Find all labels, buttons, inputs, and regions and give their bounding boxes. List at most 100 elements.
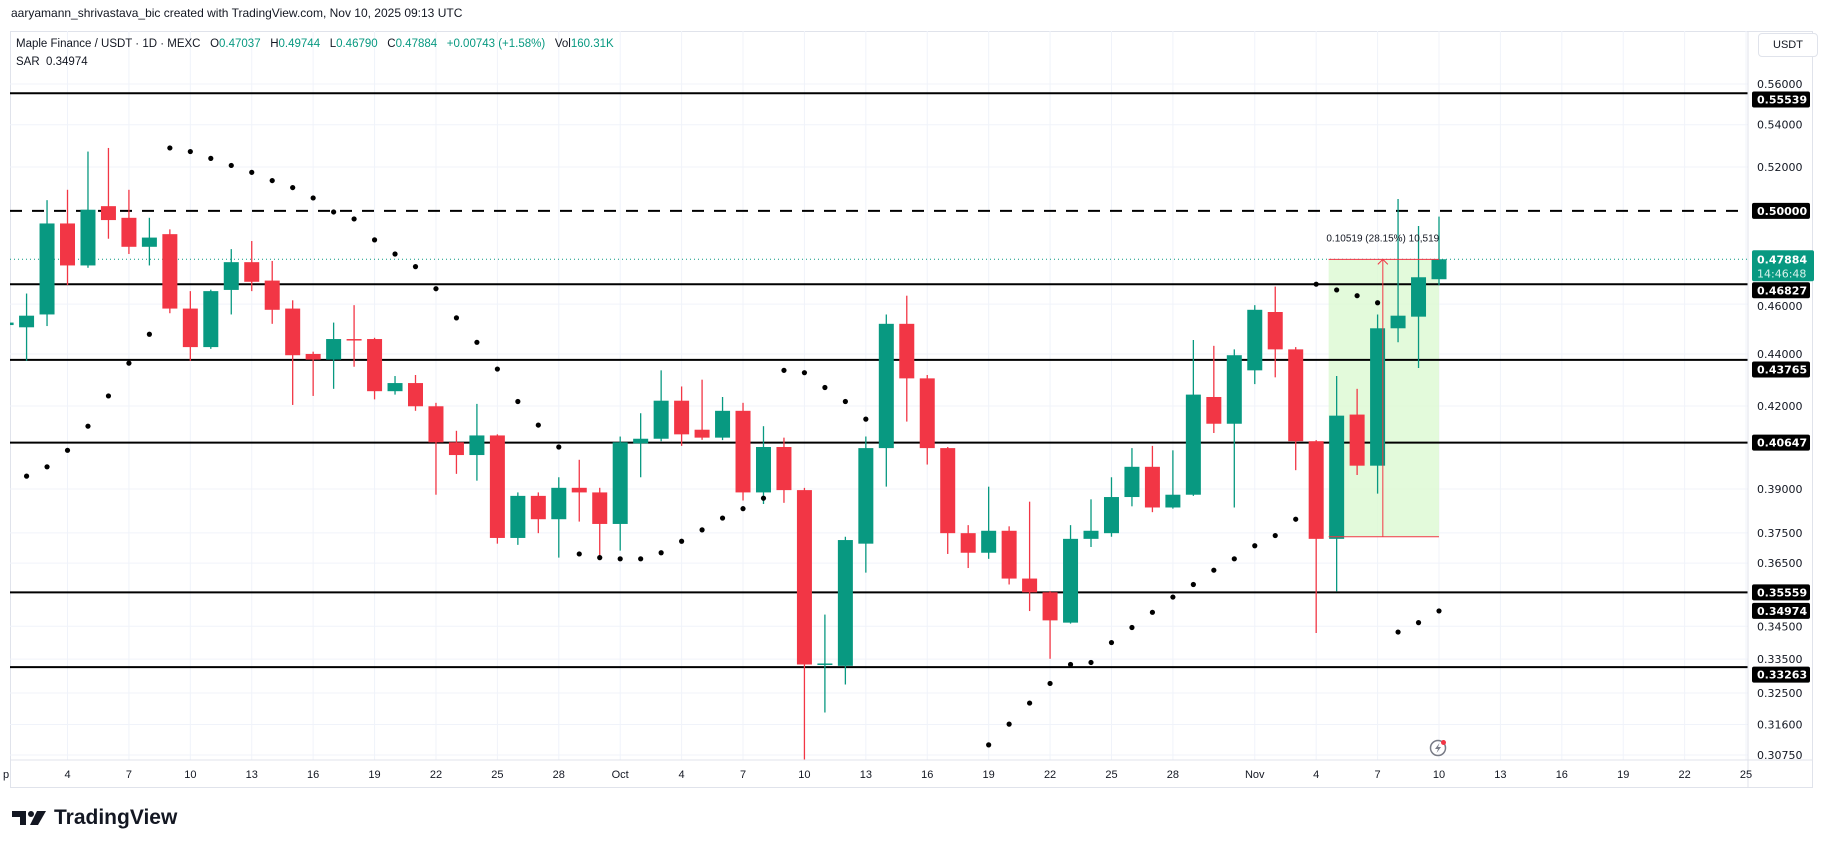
sar-dot (863, 416, 869, 422)
candle-body (1329, 415, 1345, 539)
candle-body (1411, 277, 1427, 317)
candle-body (326, 339, 342, 360)
candle (571, 459, 587, 522)
symbol-title[interactable]: Maple Finance / USDT · 1D · MEXC (16, 38, 201, 50)
sar-dot (556, 444, 562, 450)
candle-body (428, 406, 444, 443)
candle (121, 189, 137, 254)
candle-body (981, 530, 997, 553)
tradingview-logo-icon (12, 811, 46, 825)
candle-body (817, 663, 833, 665)
candle-body (592, 492, 608, 524)
candle-body (837, 540, 853, 666)
lightning-icon[interactable] (1429, 739, 1447, 757)
candle (1144, 445, 1160, 513)
open-value: 0.47037 (219, 38, 261, 50)
sar-dot (1374, 300, 1381, 306)
candle (1103, 477, 1119, 537)
time-tick-label: 7 (740, 769, 746, 781)
sar-dot (269, 177, 275, 184)
time-tick-label: 13 (860, 769, 872, 781)
time-tick-label: 10 (184, 769, 196, 781)
sar-dot (719, 515, 726, 521)
last-price-label-bg (1752, 250, 1814, 282)
sar-dot (1231, 556, 1237, 562)
measure-arrow-head-icon (1377, 258, 1389, 265)
level-price-label-bg (1752, 202, 1810, 219)
candle-body (674, 400, 690, 435)
candle-body (367, 339, 383, 392)
open-label: O (210, 38, 220, 50)
sar-dot (1252, 543, 1258, 549)
price-tick-label: 0.54000 (1757, 119, 1803, 132)
level-price-label: 0.35559 (1757, 586, 1807, 599)
sar-dot (105, 393, 112, 399)
candle-body (530, 495, 546, 520)
bar-countdown: 14:46:48 (1757, 267, 1806, 280)
candle (448, 430, 464, 474)
candle (1124, 448, 1140, 507)
tradingview-logo[interactable]: TradingView (12, 806, 177, 830)
candle (1185, 340, 1201, 496)
sar-dot (1067, 661, 1074, 668)
candle-body (715, 410, 731, 438)
candle (1411, 225, 1427, 369)
candle-body (1288, 349, 1304, 442)
candle (796, 487, 812, 760)
sar-dot (699, 527, 705, 533)
candle (10, 322, 14, 326)
change-value: +0.00743 (+1.58%) (446, 38, 546, 50)
time-tick-label: 13 (246, 769, 258, 781)
price-tick-label: 0.31600 (1757, 718, 1803, 731)
candle (1042, 591, 1058, 659)
candle-body (755, 446, 771, 493)
candle (1431, 216, 1447, 286)
candle-body (899, 323, 915, 379)
sar-dot (1272, 532, 1278, 539)
sar-dot (740, 506, 746, 512)
candle (817, 614, 833, 713)
chart-attribution: aaryamann_shrivastava_bic created with T… (11, 6, 463, 20)
chart-pane[interactable] (10, 31, 1813, 788)
sar-indicator-value: 0.34974 (46, 56, 88, 68)
level-price-label-bg (1752, 584, 1810, 601)
candle-body (39, 223, 55, 315)
sar-dot (617, 556, 623, 562)
sar-dot (597, 555, 603, 561)
sar-dot (1108, 639, 1115, 646)
sar-dot (760, 495, 767, 501)
currency-button[interactable]: USDT (1758, 33, 1818, 57)
candle (387, 376, 403, 395)
candle-body (960, 533, 976, 553)
candle-body (551, 487, 567, 520)
candle-body (858, 448, 874, 544)
candle-body (633, 438, 649, 444)
candle-body (1308, 441, 1324, 539)
sar-indicator-label[interactable]: SAR (16, 56, 40, 68)
sar-dot (146, 331, 152, 337)
candle-body (182, 308, 198, 348)
symbol-legend: Maple Finance / USDT · 1D · MEXC O0.4703… (16, 35, 614, 71)
price-tick-label: 0.30750 (1757, 749, 1803, 762)
time-tick-label: 28 (1167, 769, 1179, 781)
candle (1349, 388, 1365, 475)
time-tick-label: 25 (1740, 769, 1752, 781)
candle (264, 260, 280, 324)
sar-dot (1354, 293, 1360, 299)
candle-body (264, 280, 280, 310)
time-tick-label: 4 (64, 769, 70, 781)
level-price-label: 0.43765 (1757, 363, 1807, 376)
candle-body (878, 323, 894, 449)
measure-label: 0.10519 (28.15%) 10,519 (1326, 233, 1439, 244)
candle (367, 337, 383, 400)
time-tick-label: 16 (1556, 769, 1568, 781)
sar-dot (1027, 700, 1033, 706)
candle (755, 426, 771, 504)
time-tick-label: 28 (553, 769, 565, 781)
sar-dot (412, 264, 419, 270)
sar-dot (1047, 680, 1053, 687)
candle (694, 379, 710, 440)
candle (674, 386, 690, 446)
price-tick-label: 0.52000 (1757, 161, 1803, 174)
price-tick-label: 0.44000 (1757, 348, 1803, 361)
